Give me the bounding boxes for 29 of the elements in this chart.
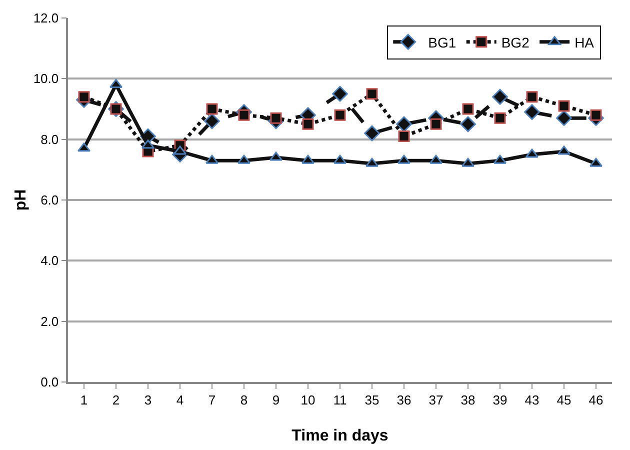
y-tick-label: 6.0 xyxy=(40,192,59,208)
x-tick-label: 3 xyxy=(144,392,152,408)
x-tick-label: 11 xyxy=(333,392,347,408)
y-tick-label: 0.0 xyxy=(40,374,59,390)
x-tick-label: 10 xyxy=(300,392,316,408)
y-tick-label: 10.0 xyxy=(33,71,59,86)
y-axis-title: pH xyxy=(12,189,30,211)
x-tick-label: 9 xyxy=(272,392,280,408)
x-tick-label: 37 xyxy=(428,392,444,408)
x-tick-label: 35 xyxy=(364,392,380,408)
x-tick-label: 8 xyxy=(240,392,248,408)
x-tick-label: 46 xyxy=(588,392,604,408)
x-axis-title: Time in days xyxy=(292,428,388,444)
x-tick-label: 4 xyxy=(176,392,184,408)
legend-label: HA xyxy=(574,34,595,50)
x-tick-label: 38 xyxy=(460,392,476,408)
y-tick-label: 4.0 xyxy=(40,253,59,268)
y-tick-label: 12.0 xyxy=(33,10,59,26)
x-tick-label: 39 xyxy=(492,392,508,408)
x-tick-label: 2 xyxy=(112,392,120,408)
x-tick-label: 7 xyxy=(208,392,216,408)
x-tick-label: 1 xyxy=(80,392,88,408)
x-tick-label: 45 xyxy=(556,392,572,408)
legend-label: BG2 xyxy=(501,34,530,50)
x-tick-label: 43 xyxy=(524,392,540,408)
y-tick-label: 2.0 xyxy=(40,314,59,329)
x-tick-label: 36 xyxy=(396,392,412,408)
y-tick-label: 8.0 xyxy=(40,132,59,147)
legend-label: BG1 xyxy=(428,34,456,50)
